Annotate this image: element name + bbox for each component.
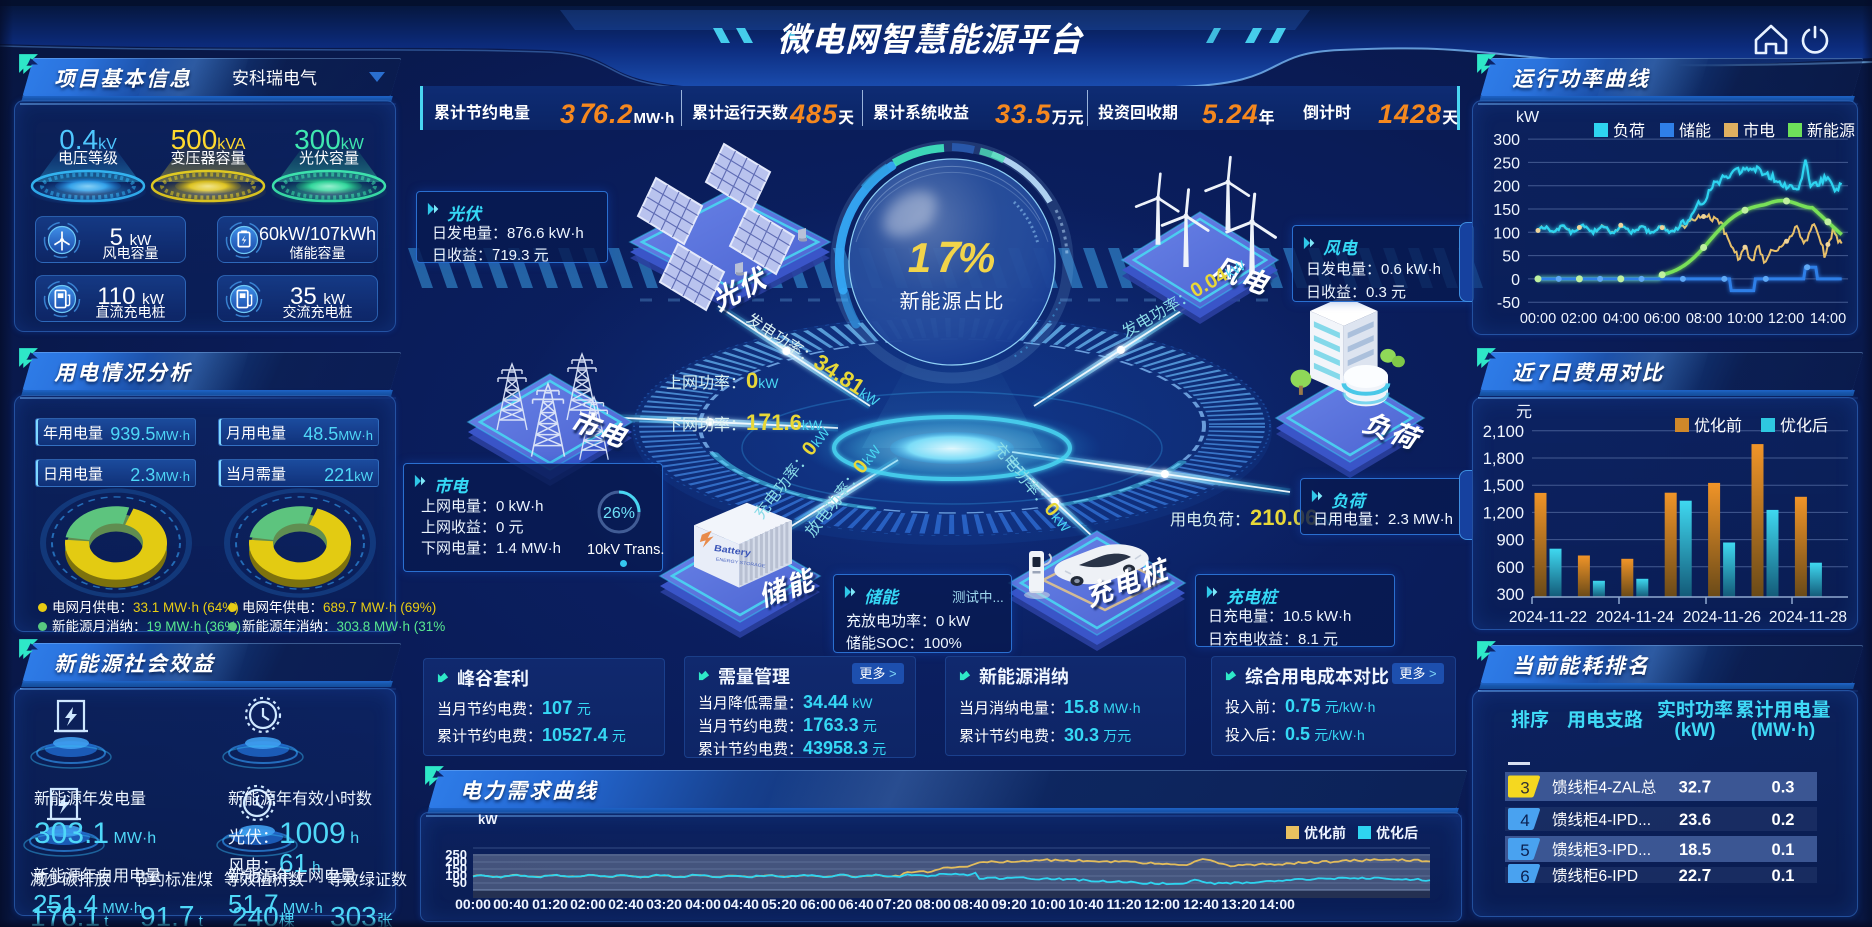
svg-text:储能: 储能 xyxy=(1679,117,1711,141)
svg-text:6: 6 xyxy=(1520,862,1529,887)
svg-text:13:20: 13:20 xyxy=(1221,894,1257,914)
svg-text:2024-11-24: 2024-11-24 xyxy=(1596,605,1675,627)
svg-text:150: 150 xyxy=(1493,196,1520,220)
svg-text:馈线柜3-IPD...: 馈线柜3-IPD... xyxy=(1552,838,1651,860)
svg-text:12:00: 12:00 xyxy=(1768,307,1804,328)
svg-text:02:00: 02:00 xyxy=(570,894,606,914)
svg-text:0: 0 xyxy=(1511,266,1520,290)
svg-text:08:00: 08:00 xyxy=(1686,307,1722,328)
svg-text:04:00: 04:00 xyxy=(1603,307,1639,328)
svg-text:10:00: 10:00 xyxy=(1030,894,1066,914)
svg-text:11:20: 11:20 xyxy=(1106,894,1141,914)
svg-text:12:00: 12:00 xyxy=(1144,894,1180,914)
svg-text:300: 300 xyxy=(1493,126,1520,150)
svg-text:04:40: 04:40 xyxy=(723,894,759,914)
svg-text:26%: 26% xyxy=(603,499,635,523)
svg-text:(kW): (kW) xyxy=(1674,715,1715,742)
svg-text:负荷: 负荷 xyxy=(1613,117,1645,141)
svg-text:kW: kW xyxy=(1516,103,1540,127)
svg-text:馈线柜4-IPD...: 馈线柜4-IPD... xyxy=(1552,808,1651,830)
svg-text:0.1: 0.1 xyxy=(1772,862,1795,886)
svg-text:08:40: 08:40 xyxy=(953,894,989,914)
svg-text:05:20: 05:20 xyxy=(761,894,797,914)
svg-text:250: 250 xyxy=(445,844,467,863)
svg-text:03:20: 03:20 xyxy=(646,894,682,914)
svg-text:02:00: 02:00 xyxy=(1561,307,1597,328)
svg-text:02:40: 02:40 xyxy=(608,894,644,914)
svg-text:300: 300 xyxy=(1496,581,1524,605)
svg-text:200: 200 xyxy=(1493,173,1520,197)
svg-text:12:40: 12:40 xyxy=(1183,894,1219,914)
svg-text:04:00: 04:00 xyxy=(685,894,721,914)
svg-text:00:00: 00:00 xyxy=(455,894,491,914)
svg-text:1,800: 1,800 xyxy=(1483,445,1524,469)
svg-text:100: 100 xyxy=(1493,219,1520,243)
svg-text:新能源占比: 新能源占比 xyxy=(900,285,1005,314)
svg-text:00:00: 00:00 xyxy=(1520,307,1556,328)
svg-text:1,500: 1,500 xyxy=(1483,472,1524,496)
svg-text:250: 250 xyxy=(1493,149,1520,173)
svg-text:5: 5 xyxy=(1520,836,1529,861)
svg-text:排序: 排序 xyxy=(1511,705,1549,732)
svg-text:2024-11-22: 2024-11-22 xyxy=(1509,605,1587,627)
svg-text:17%: 17% xyxy=(908,224,996,285)
svg-text:900: 900 xyxy=(1496,527,1524,551)
svg-text:0.2: 0.2 xyxy=(1772,806,1795,830)
svg-text:14:00: 14:00 xyxy=(1810,307,1846,328)
svg-text:馈线柜4-ZAL总: 馈线柜4-ZAL总 xyxy=(1552,776,1656,798)
svg-text:0.1: 0.1 xyxy=(1772,836,1795,860)
svg-text:2,100: 2,100 xyxy=(1483,418,1524,442)
svg-text:50: 50 xyxy=(1502,243,1520,267)
svg-text:18.5: 18.5 xyxy=(1679,836,1711,860)
svg-text:14:00: 14:00 xyxy=(1259,894,1295,914)
svg-text:32.7: 32.7 xyxy=(1679,774,1712,798)
svg-text:kW: kW xyxy=(478,809,498,828)
svg-text:新能源: 新能源 xyxy=(1807,117,1855,141)
svg-text:2024-11-26: 2024-11-26 xyxy=(1683,605,1761,627)
svg-text:优化后: 优化后 xyxy=(1780,412,1828,436)
svg-text:22.7: 22.7 xyxy=(1679,862,1712,886)
svg-text:优化前: 优化前 xyxy=(1694,412,1742,436)
svg-text:3: 3 xyxy=(1520,774,1529,799)
svg-text:23.6: 23.6 xyxy=(1679,806,1711,830)
svg-text:微电网智慧能源平台: 微电网智慧能源平台 xyxy=(777,13,1084,61)
svg-text:用电支路: 用电支路 xyxy=(1567,705,1643,732)
svg-text:馈线柜6-IPD: 馈线柜6-IPD xyxy=(1552,864,1638,886)
svg-text:2024-11-28: 2024-11-28 xyxy=(1769,605,1847,627)
svg-text:600: 600 xyxy=(1496,554,1524,578)
svg-text:00:40: 00:40 xyxy=(493,894,529,914)
svg-text:06:40: 06:40 xyxy=(838,894,874,914)
svg-text:0.3: 0.3 xyxy=(1772,774,1795,798)
svg-text:10:40: 10:40 xyxy=(1068,894,1104,914)
svg-text:10:00: 10:00 xyxy=(1727,307,1763,328)
svg-text:优化后: 优化后 xyxy=(1376,823,1418,843)
svg-text:市电: 市电 xyxy=(1743,117,1775,141)
svg-text:06:00: 06:00 xyxy=(1644,307,1680,328)
svg-text:09:20: 09:20 xyxy=(991,894,1027,914)
svg-text:优化前: 优化前 xyxy=(1304,823,1346,843)
svg-text:4: 4 xyxy=(1520,806,1529,831)
svg-text:06:00: 06:00 xyxy=(800,894,836,914)
svg-text:1,200: 1,200 xyxy=(1483,499,1524,523)
svg-text:-50: -50 xyxy=(1497,289,1520,313)
svg-text:01:20: 01:20 xyxy=(532,894,568,914)
svg-text:07:20: 07:20 xyxy=(876,894,912,914)
svg-text:08:00: 08:00 xyxy=(915,894,951,914)
svg-text:(MW·h): (MW·h) xyxy=(1751,715,1815,742)
